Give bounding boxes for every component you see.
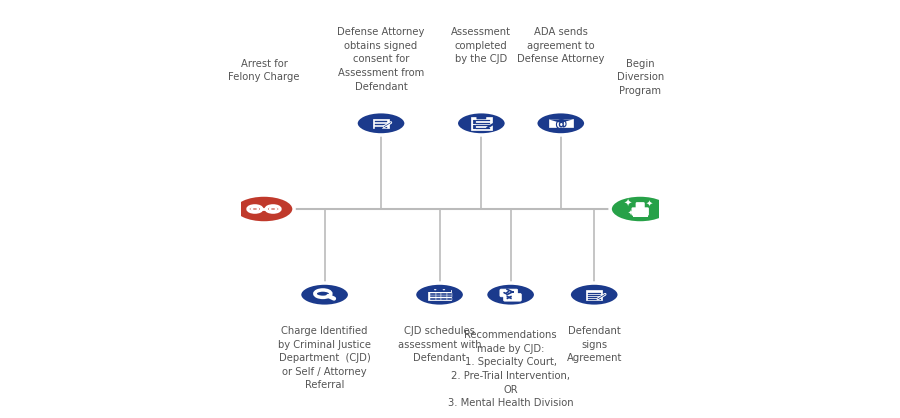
FancyBboxPatch shape (430, 295, 436, 297)
Ellipse shape (415, 283, 464, 306)
FancyBboxPatch shape (430, 298, 436, 300)
FancyBboxPatch shape (436, 295, 441, 297)
Text: Assessment
completed
by the CJD: Assessment completed by the CJD (452, 27, 511, 64)
FancyBboxPatch shape (548, 119, 573, 127)
Ellipse shape (300, 283, 350, 306)
FancyBboxPatch shape (633, 214, 648, 217)
Ellipse shape (356, 112, 406, 135)
Ellipse shape (456, 112, 507, 135)
Polygon shape (548, 119, 573, 123)
Text: CJD schedules
assessment with
Defendant: CJD schedules assessment with Defendant (398, 326, 482, 363)
Text: Charge Identified
by Criminal Justice
Department  (CJD)
or Self / Attorney
Refer: Charge Identified by Criminal Justice De… (278, 326, 371, 390)
Text: ✦: ✦ (624, 199, 632, 209)
FancyBboxPatch shape (430, 293, 436, 295)
FancyBboxPatch shape (447, 298, 453, 300)
FancyBboxPatch shape (442, 295, 446, 297)
FancyBboxPatch shape (442, 298, 446, 300)
Ellipse shape (485, 283, 536, 306)
Ellipse shape (434, 289, 436, 290)
Ellipse shape (443, 289, 446, 290)
Text: ✦: ✦ (646, 198, 652, 207)
FancyBboxPatch shape (500, 289, 518, 297)
FancyBboxPatch shape (436, 298, 441, 300)
FancyBboxPatch shape (373, 119, 390, 128)
Text: Begin
Diversion
Program: Begin Diversion Program (616, 59, 664, 96)
FancyBboxPatch shape (428, 290, 451, 301)
Text: Recommendations
made by CJD:
1. Specialty Court,
2. Pre-Trial Intervention,
OR
3: Recommendations made by CJD: 1. Specialt… (448, 330, 573, 408)
FancyBboxPatch shape (503, 293, 521, 301)
FancyBboxPatch shape (586, 290, 602, 300)
Polygon shape (559, 117, 562, 118)
Text: ADA sends
agreement to
Defense Attorney: ADA sends agreement to Defense Attorney (518, 27, 605, 64)
Text: @: @ (554, 117, 567, 130)
FancyBboxPatch shape (476, 116, 486, 119)
FancyBboxPatch shape (436, 293, 441, 295)
FancyBboxPatch shape (635, 202, 644, 210)
Text: Defense Attorney
obtains signed
consent for
Assessment from
Defendant: Defense Attorney obtains signed consent … (338, 27, 425, 92)
FancyBboxPatch shape (447, 293, 453, 295)
Text: ✦: ✦ (627, 210, 634, 216)
Ellipse shape (536, 112, 586, 135)
FancyBboxPatch shape (447, 295, 453, 297)
FancyBboxPatch shape (632, 207, 649, 216)
FancyBboxPatch shape (472, 117, 491, 130)
Ellipse shape (234, 195, 294, 223)
Ellipse shape (569, 283, 619, 306)
Text: Arrest for
Felony Charge: Arrest for Felony Charge (229, 59, 300, 82)
FancyBboxPatch shape (428, 290, 451, 292)
Ellipse shape (610, 195, 670, 223)
FancyBboxPatch shape (442, 293, 446, 295)
Text: Defendant
signs
Agreement: Defendant signs Agreement (566, 326, 622, 363)
